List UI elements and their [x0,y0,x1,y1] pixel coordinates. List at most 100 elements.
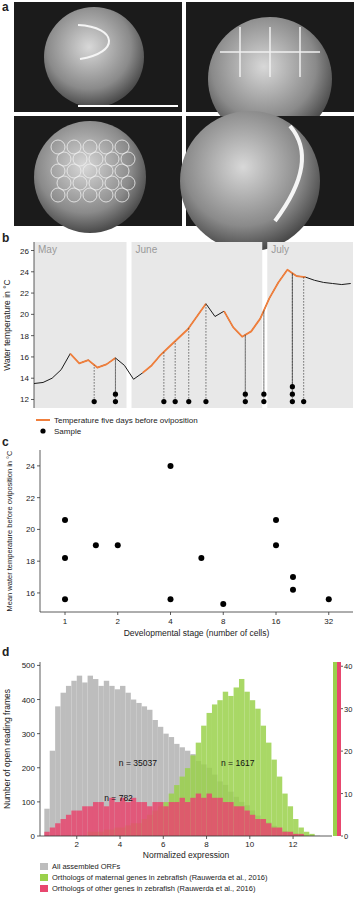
month-label: June [136,244,158,255]
sample-point [161,399,166,404]
y-tick-label: 16 [20,353,29,362]
sample-point [243,392,248,397]
y-tick [31,378,34,379]
histogram-bar [163,806,168,836]
histogram-bar [234,806,239,836]
histogram-bar [61,819,66,836]
x-tick [170,612,171,615]
embryo [44,7,144,107]
y-tick-label: 0 [31,832,36,841]
histogram-bar [98,802,103,836]
y-tick [37,733,40,734]
y-tick-label: 100 [22,798,36,807]
sample-point [92,399,97,404]
y-axis-label: Number of open reading frames [2,689,12,809]
histogram-bar [50,828,55,836]
y2-tick [341,751,343,752]
panel-letter: c [2,435,9,449]
histogram-bar [158,802,163,836]
figure: abMayJuneJuly1214161820222426Water tempe… [0,0,358,898]
histogram-bar [44,832,49,836]
micrograph [14,2,182,112]
y-axis-label: Water temperature in °C [2,279,12,370]
histogram-bar [104,681,109,836]
y-tick-label: 22 [26,494,35,503]
histogram-bar [109,798,114,836]
x-axis-label: Developmental stage (number of cells) [124,628,270,638]
sample-guide [94,365,95,402]
histogram-bar [190,798,195,836]
x-tick-label: 2 [116,617,121,626]
x-tick-label: 16 [272,617,281,626]
histogram-bar [201,798,206,836]
histogram-bar [82,682,87,836]
histogram-bar [190,755,195,836]
histogram-bar [180,747,185,836]
y-axis [40,662,41,836]
scatter-point [326,596,332,602]
plot-area [44,676,320,836]
plot-area [62,463,332,607]
histogram-bar [255,709,260,836]
y-tick-label: 400 [22,696,36,705]
histogram-bar [277,828,282,836]
month-band [34,242,127,408]
histogram-bar [223,802,228,836]
histogram-bar [152,802,157,836]
legend-label: Orthologs of maternal genes in zebrafish… [52,873,268,882]
y-tick-label: 14 [20,374,29,383]
sample-guide [292,273,293,394]
sample-guide [115,358,116,394]
embryo [34,121,146,233]
sample-guide [163,352,164,402]
histogram-bar [147,806,152,836]
sample-guide [303,277,304,402]
y-tick-label: 16 [26,589,35,598]
scatter-point [62,596,68,602]
x-tick-label: 6 [161,840,166,849]
histogram-bar [261,819,266,836]
histogram-bar [190,754,195,836]
legend-swatch [40,863,48,870]
scatter-point [273,542,279,548]
scatter-point [198,555,204,561]
sample-guide [292,273,293,387]
y-tick [31,314,34,315]
histogram-bar [88,676,93,836]
histogram-bar [163,802,168,836]
legend-swatch [36,419,50,421]
y2-tick-label: 40 [344,662,352,671]
histogram-bar [180,777,185,836]
y-tick-label: 26 [20,247,29,256]
histogram-bar [115,802,120,836]
histogram-bar [266,823,271,836]
y-tick [31,356,34,357]
y-tick-label: 18 [20,332,29,341]
y2-tick-label: 10 [344,790,352,799]
y-tick [31,250,34,251]
y-tick [31,399,34,400]
x-tick [117,612,118,615]
panel-letter: a [2,0,9,14]
sample-point [113,399,118,404]
histogram-bar [50,751,55,836]
histogram-bar [196,794,201,836]
y-tick [37,529,40,530]
histogram-bar [174,744,179,836]
x-tick [223,612,224,615]
histogram-bar [185,802,190,836]
x-tick [249,836,250,839]
x-tick [328,612,329,615]
y-tick-label: 20 [20,310,29,319]
sample-guide [263,311,264,395]
scatter-point [62,517,68,523]
x-tick-label: 2 [75,840,80,849]
histogram-bar [174,802,179,836]
scatter-point [62,555,68,561]
histogram-bar [250,815,255,836]
month-band [132,242,263,408]
histogram-bar [271,828,276,836]
histogram-bar [261,726,266,836]
sample-point [301,399,306,404]
legend-swatch [40,874,48,881]
